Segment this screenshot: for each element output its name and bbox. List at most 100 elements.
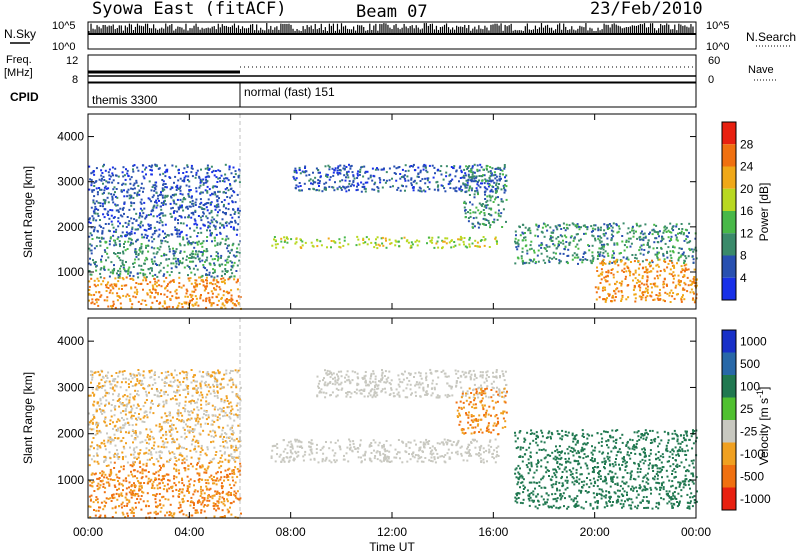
heatmap-cell xyxy=(191,465,194,468)
heatmap-cell xyxy=(133,187,136,190)
heatmap-cell xyxy=(612,230,615,233)
heatmap-cell xyxy=(233,278,236,281)
heatmap-cell xyxy=(597,229,600,232)
heatmap-cell xyxy=(173,477,175,480)
heatmap-cell xyxy=(156,197,159,200)
heatmap-cell xyxy=(120,465,123,468)
heatmap-cell xyxy=(219,417,221,420)
heatmap-cell xyxy=(152,184,155,187)
heatmap-cell xyxy=(210,165,213,168)
heatmap-cell xyxy=(181,488,184,491)
heatmap-cell xyxy=(122,410,125,413)
heatmap-cell xyxy=(634,300,637,303)
heatmap-cell xyxy=(209,263,212,266)
heatmap-cell xyxy=(675,223,678,226)
heatmap-cell xyxy=(156,220,159,223)
heatmap-cell xyxy=(501,169,504,172)
heatmap-cell xyxy=(417,176,420,178)
heatmap-cell xyxy=(486,199,489,202)
heatmap-cell xyxy=(151,196,154,199)
heatmap-cell xyxy=(334,181,336,184)
heatmap-cell xyxy=(605,280,608,283)
heatmap-cell xyxy=(104,448,107,451)
heatmap-cell xyxy=(626,265,629,268)
heatmap-cell xyxy=(547,259,550,262)
heatmap-cell xyxy=(229,188,232,191)
heatmap-cell xyxy=(190,242,193,245)
heatmap-cell xyxy=(486,195,489,198)
heatmap-cell xyxy=(176,198,179,201)
heatmap-cell xyxy=(205,279,207,282)
heatmap-cell xyxy=(224,163,227,166)
heatmap-cell xyxy=(215,493,218,495)
heatmap-cell xyxy=(298,182,301,184)
heatmap-cell xyxy=(146,436,149,439)
heatmap-cell xyxy=(133,218,136,221)
heatmap-cell xyxy=(104,201,107,203)
heatmap-cell xyxy=(673,265,675,268)
heatmap-cell xyxy=(169,457,172,460)
heatmap-cell xyxy=(280,240,283,243)
heatmap-cell xyxy=(417,173,420,176)
heatmap-cell xyxy=(196,462,199,465)
heatmap-cell xyxy=(103,249,106,252)
heatmap-cell xyxy=(408,165,411,168)
heatmap-cell xyxy=(109,423,112,425)
heatmap-cell xyxy=(175,260,178,263)
heatmap-cell xyxy=(468,243,471,246)
heatmap-cell xyxy=(104,514,107,517)
heatmap-cell xyxy=(183,461,186,464)
heatmap-cell xyxy=(196,235,199,238)
heatmap-cell xyxy=(187,480,190,483)
heatmap-cell xyxy=(96,385,99,388)
heatmap-cell xyxy=(502,173,504,176)
heatmap-cell xyxy=(150,210,153,213)
heatmap-cell xyxy=(178,381,181,384)
heatmap-cell xyxy=(603,229,606,232)
heatmap-cell xyxy=(469,212,472,215)
heatmap-cell xyxy=(498,175,501,178)
heatmap-cell xyxy=(152,444,155,447)
heatmap-cell xyxy=(479,163,482,166)
heatmap-cell xyxy=(271,244,274,247)
heatmap-cell xyxy=(656,251,659,254)
heatmap-cell xyxy=(164,232,166,235)
heatmap-cell xyxy=(360,166,363,169)
heatmap-cell xyxy=(476,245,479,248)
heatmap-cell xyxy=(173,252,176,255)
heatmap-cell xyxy=(582,224,585,227)
heatmap-cell xyxy=(672,292,675,294)
heatmap-cell xyxy=(323,188,326,191)
heatmap-cell xyxy=(473,177,476,180)
heatmap-cell xyxy=(221,218,224,221)
heatmap-cell xyxy=(151,486,154,489)
heatmap-cell xyxy=(239,386,242,389)
heatmap-cell xyxy=(681,268,684,271)
heatmap-cell xyxy=(233,471,235,474)
heatmap-cell xyxy=(235,254,238,257)
heatmap-cell xyxy=(604,262,607,265)
heatmap-cell xyxy=(603,245,605,248)
heatmap-cell xyxy=(113,283,116,286)
heatmap-cell xyxy=(178,276,181,279)
heatmap-cell xyxy=(153,511,156,514)
heatmap-cell xyxy=(480,182,482,185)
heatmap-cell xyxy=(493,221,496,224)
heatmap-cell xyxy=(210,474,213,477)
heatmap-cell xyxy=(138,489,140,492)
heatmap-cell xyxy=(232,381,234,384)
heatmap-cell xyxy=(140,382,143,385)
heatmap-cell xyxy=(298,169,301,171)
heatmap-cell xyxy=(654,237,657,240)
heatmap-cell xyxy=(203,510,206,513)
heatmap-cell xyxy=(227,491,230,494)
heatmap-cell xyxy=(123,269,126,272)
heatmap-cell xyxy=(144,217,147,220)
heatmap-cell xyxy=(191,394,194,397)
heatmap-cell xyxy=(145,276,148,279)
heatmap-cell xyxy=(638,225,641,228)
heatmap-cell xyxy=(125,480,128,483)
heatmap-cell xyxy=(139,222,142,225)
heatmap-cell xyxy=(89,427,91,430)
heatmap-cell xyxy=(159,205,162,208)
